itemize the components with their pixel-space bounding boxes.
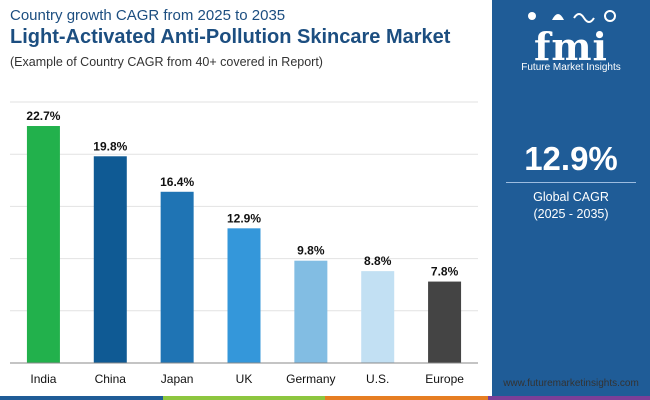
bars xyxy=(26,126,462,364)
logo-text: fmi xyxy=(534,24,608,69)
value-labels: 22.7% 19.8% 16.4% 12.9% 9.8% 8.8% 7.8% xyxy=(26,109,458,279)
value-label: 12.9% xyxy=(227,211,261,225)
value-label: 19.8% xyxy=(93,139,127,153)
logo-dot-icon xyxy=(528,12,536,20)
chart-title: Light-Activated Anti-Pollution Skincare … xyxy=(10,26,451,48)
strip-segment xyxy=(487,396,650,400)
global-cagr-period: (2025 - 2035) xyxy=(533,207,609,221)
bar-uk xyxy=(227,228,261,363)
x-tick-label: China xyxy=(95,372,127,386)
bar-chart: 22.7% 19.8% 16.4% 12.9% 9.8% 8.8% 7.8% India Ch… xyxy=(10,101,478,386)
logo-wave-icon xyxy=(573,13,595,23)
x-tick-label: Japan xyxy=(161,372,194,386)
strip-segment xyxy=(162,396,325,400)
global-cagr-value: 12.9% xyxy=(524,140,618,177)
logo-leaf-icon xyxy=(552,14,564,20)
value-label: 22.7% xyxy=(26,109,60,123)
summary-panel: fmi Future Market Insights 12.9% Global … xyxy=(492,0,650,400)
logo-icons xyxy=(528,10,616,23)
bar-japan xyxy=(160,191,194,363)
strip-segment xyxy=(0,396,163,400)
x-tick-label: U.S. xyxy=(366,372,389,386)
bar-europe xyxy=(428,281,462,363)
bar-u-s xyxy=(361,271,395,363)
strip-segment xyxy=(325,396,488,400)
value-label: 16.4% xyxy=(160,175,194,189)
x-tick-label: UK xyxy=(236,372,253,386)
fmi-logo: fmi Future Market Insights xyxy=(508,4,634,76)
website-link[interactable]: www.futuremarketinsights.com xyxy=(503,378,639,389)
x-tick-label: India xyxy=(30,372,56,386)
bar-india xyxy=(26,126,60,364)
global-cagr-label: Global CAGR xyxy=(533,190,609,204)
chart-note: (Example of Country CAGR from 40+ covere… xyxy=(10,55,323,69)
bar-germany xyxy=(294,260,328,363)
x-tick-label: Europe xyxy=(425,372,464,386)
x-tick-labels: India China Japan UK Germany U.S. Europe xyxy=(30,372,464,386)
x-tick-label: Germany xyxy=(286,372,335,386)
logo-subtitle: Future Market Insights xyxy=(521,62,621,73)
kpi-divider xyxy=(506,182,636,183)
value-label: 8.8% xyxy=(364,254,392,268)
value-label: 7.8% xyxy=(431,265,459,279)
value-label: 9.8% xyxy=(297,244,325,258)
logo-ring-icon xyxy=(604,10,616,22)
chart-subtitle: Country growth CAGR from 2025 to 2035 xyxy=(10,7,286,24)
bar-china xyxy=(93,156,127,363)
